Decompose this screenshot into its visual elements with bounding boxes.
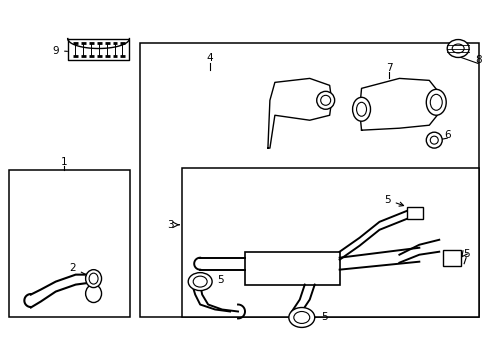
- Text: 5: 5: [305, 312, 327, 323]
- Text: 8: 8: [474, 55, 480, 66]
- Text: 6: 6: [443, 130, 449, 140]
- Ellipse shape: [429, 94, 441, 110]
- Ellipse shape: [85, 270, 102, 288]
- Text: 7: 7: [296, 84, 322, 99]
- Text: 1: 1: [60, 157, 67, 167]
- Bar: [9, 170, 130, 318]
- Text: 4: 4: [206, 54, 213, 63]
- Text: 2: 2: [69, 263, 90, 277]
- Text: 3: 3: [166, 220, 173, 230]
- Ellipse shape: [288, 307, 314, 328]
- Text: 5: 5: [384, 195, 403, 206]
- Ellipse shape: [451, 44, 463, 53]
- Text: 9: 9: [52, 45, 79, 55]
- Ellipse shape: [426, 132, 441, 148]
- Ellipse shape: [85, 285, 102, 302]
- Bar: [140, 42, 478, 318]
- Bar: [407, 207, 423, 219]
- Ellipse shape: [356, 102, 366, 116]
- Bar: [182, 168, 478, 318]
- Polygon shape: [267, 78, 331, 148]
- Polygon shape: [359, 78, 436, 130]
- Ellipse shape: [293, 311, 309, 323]
- Polygon shape: [67, 39, 129, 60]
- Bar: [244, 252, 339, 285]
- Ellipse shape: [447, 40, 468, 58]
- Bar: [442, 250, 460, 266]
- Ellipse shape: [352, 97, 370, 121]
- Ellipse shape: [188, 273, 212, 291]
- Text: 5: 5: [462, 249, 468, 259]
- Text: 5: 5: [204, 275, 223, 285]
- Ellipse shape: [320, 95, 330, 105]
- Ellipse shape: [429, 136, 437, 144]
- Ellipse shape: [193, 276, 207, 287]
- Ellipse shape: [89, 273, 98, 284]
- Ellipse shape: [426, 89, 446, 115]
- Text: 7: 7: [386, 63, 392, 73]
- Ellipse shape: [316, 91, 334, 109]
